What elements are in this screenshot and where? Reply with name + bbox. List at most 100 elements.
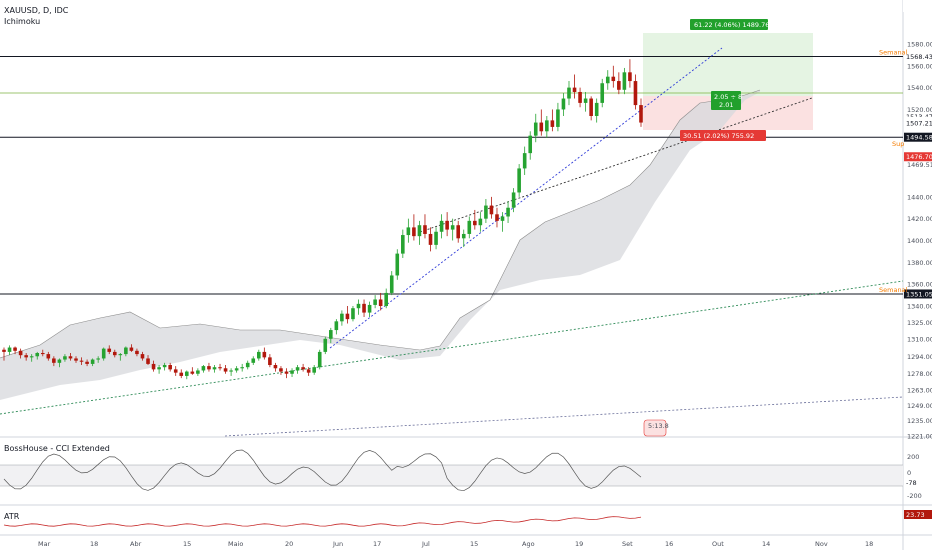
candle-body: [511, 192, 516, 208]
candle-body: [572, 87, 577, 92]
price-tag-bg: [904, 289, 932, 299]
candle-body: [384, 292, 388, 307]
candle-body: [545, 120, 549, 132]
candle-body: [257, 351, 261, 359]
time-label: Jul: [421, 540, 430, 548]
candle-body: [567, 87, 571, 99]
candle-body: [279, 368, 283, 372]
candle-body: [201, 366, 206, 371]
price-tag-bg: [904, 52, 932, 62]
candle-body: [428, 233, 433, 245]
candle-body: [124, 347, 128, 355]
candle-body: [556, 109, 560, 127]
time-label: Abr: [130, 540, 142, 548]
candle-body: [389, 275, 394, 293]
candle-body: [334, 321, 339, 331]
time-label: 18: [865, 540, 873, 548]
time-label: 20: [285, 540, 293, 548]
candle-body: [79, 360, 84, 362]
candle-body: [146, 358, 150, 364]
candle-body: [423, 225, 427, 234]
cci-value-tag: -78: [906, 479, 917, 487]
candle-body: [52, 358, 56, 363]
cci-pane-title[interactable]: BossHouse - CCI Extended: [4, 444, 110, 453]
candle-body: [290, 370, 294, 374]
candle-body: [229, 370, 233, 372]
candle-body: [118, 354, 123, 356]
cci-value-bg: [904, 478, 932, 487]
price-tick-label: 1400.00: [907, 237, 932, 245]
price-tick-label: 1540.00: [907, 84, 932, 92]
candle-body: [345, 313, 350, 320]
candle-body: [90, 359, 95, 364]
candle-body: [240, 367, 244, 369]
candle-body: [605, 76, 610, 84]
green-trendline: [0, 280, 904, 415]
atr-pane-title[interactable]: ATR: [4, 512, 20, 521]
candle-body: [395, 253, 400, 276]
candle-body: [268, 357, 272, 366]
price-tick-label: 1263.00: [907, 387, 932, 395]
candle-body: [24, 355, 28, 358]
ichimoku-legend[interactable]: Ichimoku: [4, 17, 41, 26]
candle-body: [35, 352, 40, 357]
cci-tick-label: 200: [907, 453, 919, 461]
price-tag: 1494.58: [906, 134, 932, 142]
candle-body: [18, 350, 23, 356]
candle-body: [151, 363, 156, 370]
candle-body: [251, 358, 256, 363]
candle-body: [234, 368, 239, 371]
candle-body: [633, 81, 638, 106]
candle-body: [500, 216, 505, 221]
candle-body: [589, 98, 593, 117]
time-label: 18: [90, 540, 98, 548]
candle-body: [450, 225, 455, 230]
watermark-text: 5:13.8: [648, 422, 669, 430]
candle-body: [273, 365, 278, 369]
candle-body: [140, 354, 145, 359]
candle-body: [218, 367, 222, 369]
price-tick-label: 1360.00: [907, 281, 932, 289]
candle-body: [401, 235, 405, 254]
candle-body: [378, 299, 383, 307]
atr-line: [3, 516, 642, 527]
candle-body: [467, 220, 472, 234]
candle-body: [29, 356, 34, 358]
candle-body: [373, 299, 377, 305]
candle-body: [412, 227, 416, 237]
price-tick-label: 1249.00: [907, 402, 932, 410]
atr-value-bg: [904, 510, 932, 519]
candle-body: [173, 369, 178, 373]
time-label: 17: [373, 540, 381, 548]
cci-band: [0, 465, 903, 486]
candle-body: [473, 220, 477, 226]
time-label: Mar: [38, 540, 51, 548]
cci-line: [3, 449, 642, 492]
time-label: Nov: [815, 540, 828, 548]
candle-body: [112, 351, 117, 356]
price-tick-label: 1340.00: [907, 303, 932, 311]
price-tag-bg: [904, 152, 932, 162]
stop-label: 30.51 (2.02%) 755.92: [683, 132, 754, 140]
price-tick-label: 1520.00: [907, 106, 932, 114]
price-tick-label: 1420.00: [907, 215, 932, 223]
price-tick-label: 1310.00: [907, 335, 932, 343]
candle-body: [517, 168, 521, 193]
price-tick-label: 1235.00: [907, 417, 932, 425]
time-label: 16: [665, 540, 673, 548]
candle-body: [539, 122, 544, 132]
time-label: Ago: [522, 540, 535, 548]
level-label: Sup: [892, 140, 904, 148]
price-tag-bg: [904, 118, 932, 128]
candle-body: [484, 205, 488, 219]
candle-body: [639, 105, 643, 123]
candle-body: [340, 313, 344, 322]
candle-body: [406, 227, 411, 236]
candle-body: [561, 98, 566, 110]
rr-label-bg: [711, 91, 741, 110]
ichimoku-cloud: [0, 90, 760, 400]
candle-body: [46, 354, 51, 359]
time-label: 15: [183, 540, 191, 548]
